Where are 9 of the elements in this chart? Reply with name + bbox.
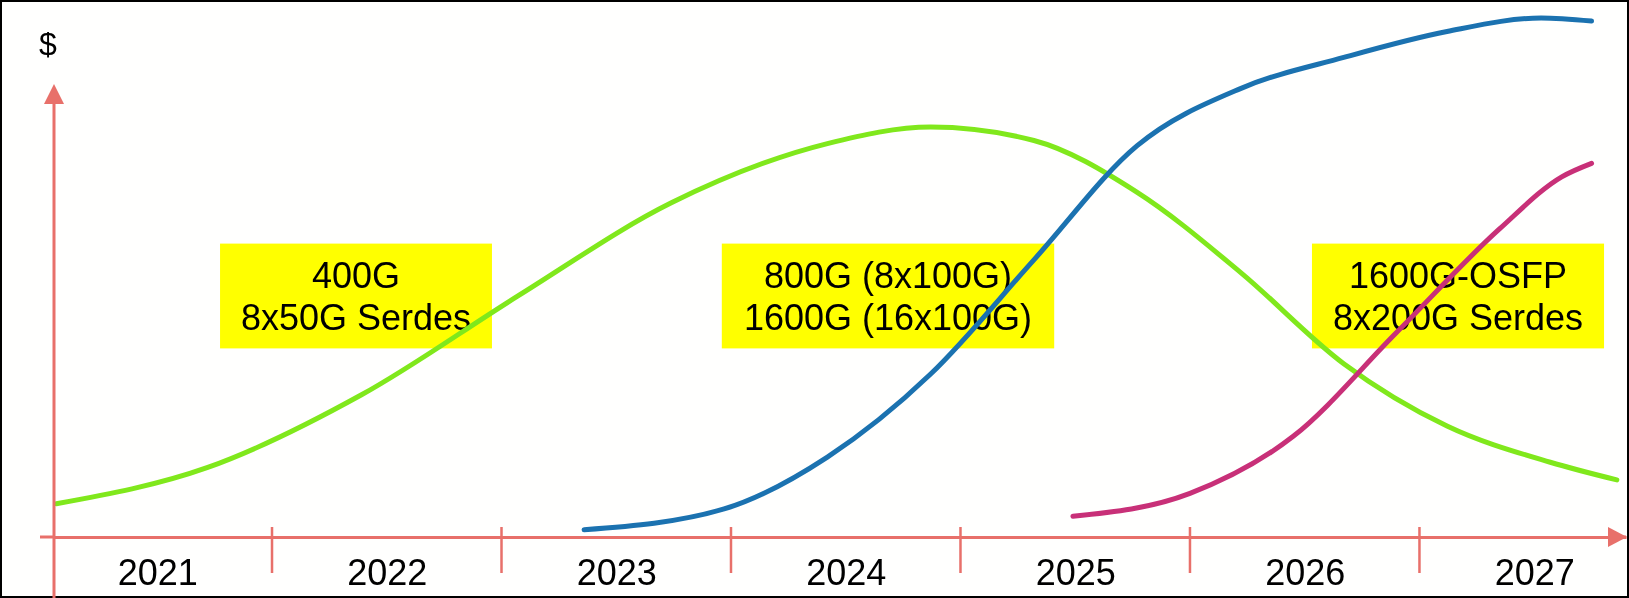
x-tick-label: 2023 (576, 551, 657, 593)
y-axis-title: $ (39, 26, 58, 62)
x-tick-label: 2027 (1494, 551, 1575, 593)
series-label: 400G 8x50G Serdes (240, 254, 472, 338)
x-tick-label: 2025 (1035, 551, 1116, 593)
x-tick-label: 2026 (1265, 551, 1346, 593)
x-tick-label: 2021 (117, 551, 198, 593)
x-tick-label: 2024 (806, 551, 887, 593)
x-tick-label: 2022 (347, 551, 428, 593)
